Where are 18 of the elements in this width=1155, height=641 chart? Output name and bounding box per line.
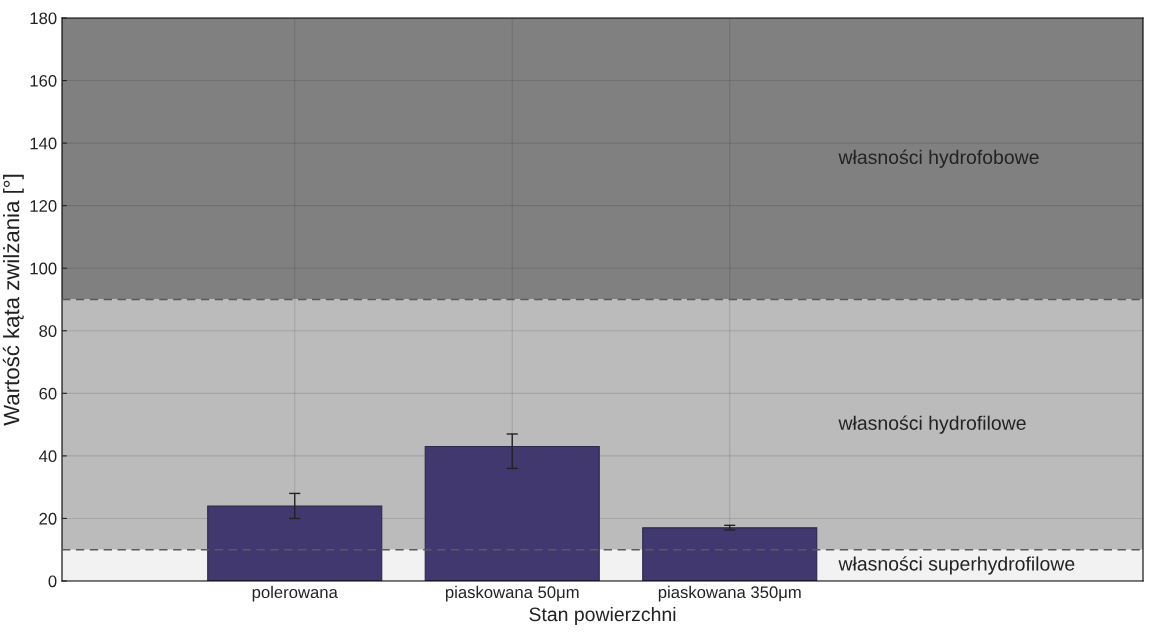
band-label: własności hydrofilowe xyxy=(838,415,1026,434)
y-tick-label: 80 xyxy=(39,325,57,337)
x-tick-label: piaskowana 350μm xyxy=(658,585,801,602)
x-tick-label: piaskowana 50μm xyxy=(445,585,579,602)
y-tick-label: 0 xyxy=(48,575,57,588)
y-tick-label: 60 xyxy=(39,387,57,400)
y-tick-label: 40 xyxy=(38,450,57,463)
y-tick-label: 180 xyxy=(30,12,57,25)
x-tick-label: polerowana xyxy=(252,585,338,602)
band-label: własności hydrofobowe xyxy=(838,149,1039,168)
y-tick-label: 160 xyxy=(30,74,57,87)
band-label: własności superhydrofilowe xyxy=(838,556,1075,575)
y-tick-label: 120 xyxy=(30,200,57,212)
y-tick-label: 100 xyxy=(30,262,57,275)
x-axis-title: Stan powierzchni xyxy=(529,606,676,626)
y-axis-title: Wartość kąta zwilżania [°] xyxy=(2,174,24,426)
y-tick-label: 140 xyxy=(30,137,57,150)
y-tick-label: 20 xyxy=(39,512,57,525)
